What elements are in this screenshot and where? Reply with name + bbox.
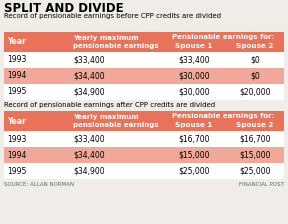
Text: Year: Year <box>7 37 26 47</box>
Bar <box>70 163 162 179</box>
Bar <box>4 111 70 131</box>
Bar <box>70 32 162 52</box>
Bar <box>4 131 70 147</box>
Bar <box>162 52 226 68</box>
Bar <box>70 111 162 131</box>
Text: $0: $0 <box>250 71 260 80</box>
Bar <box>4 147 70 163</box>
Text: Spouse 2: Spouse 2 <box>236 122 274 128</box>
Text: $16,700: $16,700 <box>239 134 271 144</box>
Text: $20,000: $20,000 <box>239 88 271 97</box>
Bar <box>70 84 162 100</box>
Bar <box>162 131 226 147</box>
Bar <box>4 52 70 68</box>
Bar <box>226 32 284 52</box>
Text: Record of pensionable earnings after CPP credits are divided: Record of pensionable earnings after CPP… <box>4 102 215 108</box>
Text: $33,400: $33,400 <box>73 134 105 144</box>
Text: $30,000: $30,000 <box>178 88 210 97</box>
Bar <box>162 68 226 84</box>
Bar <box>70 68 162 84</box>
Bar <box>226 84 284 100</box>
Bar <box>226 147 284 163</box>
Text: 1993: 1993 <box>7 134 26 144</box>
Text: $25,000: $25,000 <box>239 166 271 175</box>
Bar <box>162 32 226 52</box>
Text: Spouse 2: Spouse 2 <box>236 43 274 49</box>
Text: $15,000: $15,000 <box>178 151 210 159</box>
Text: 1994: 1994 <box>7 71 26 80</box>
Bar <box>4 84 70 100</box>
Bar <box>226 111 284 131</box>
Text: 1995: 1995 <box>7 166 26 175</box>
Text: SPLIT AND DIVIDE: SPLIT AND DIVIDE <box>4 2 124 15</box>
Text: Spouse 1: Spouse 1 <box>175 122 213 128</box>
Text: $16,700: $16,700 <box>178 134 210 144</box>
Text: $33,400: $33,400 <box>178 56 210 65</box>
Text: Year: Year <box>7 116 26 125</box>
Bar <box>162 84 226 100</box>
Bar <box>226 163 284 179</box>
Bar <box>162 147 226 163</box>
Text: Pensionable earnings for:: Pensionable earnings for: <box>172 34 274 40</box>
Bar <box>226 68 284 84</box>
Bar <box>226 52 284 68</box>
Bar <box>226 131 284 147</box>
Text: Spouse 1: Spouse 1 <box>175 43 213 49</box>
Text: $25,000: $25,000 <box>178 166 210 175</box>
Bar <box>4 163 70 179</box>
Text: $15,000: $15,000 <box>239 151 271 159</box>
Text: $33,400: $33,400 <box>73 56 105 65</box>
Bar <box>70 131 162 147</box>
Text: $34,400: $34,400 <box>73 151 105 159</box>
Text: Yearly maximum
pensionable earnings: Yearly maximum pensionable earnings <box>73 114 159 128</box>
Bar <box>162 163 226 179</box>
Text: $34,900: $34,900 <box>73 166 105 175</box>
Text: Pensionable earnings for:: Pensionable earnings for: <box>172 113 274 119</box>
Text: $34,900: $34,900 <box>73 88 105 97</box>
Text: $34,400: $34,400 <box>73 71 105 80</box>
Text: Record of pensionable earnings before CPP credits are divided: Record of pensionable earnings before CP… <box>4 13 221 19</box>
Text: 1993: 1993 <box>7 56 26 65</box>
Bar <box>162 111 226 131</box>
Text: 1995: 1995 <box>7 88 26 97</box>
Bar <box>70 52 162 68</box>
Text: FINANCIAL POST: FINANCIAL POST <box>239 182 284 187</box>
Bar <box>70 147 162 163</box>
Bar <box>4 32 70 52</box>
Text: Yearly maximum
pensionable earnings: Yearly maximum pensionable earnings <box>73 35 159 49</box>
Text: $30,000: $30,000 <box>178 71 210 80</box>
Text: 1994: 1994 <box>7 151 26 159</box>
Bar <box>4 68 70 84</box>
Text: SOURCE: ALLAN NORMAN: SOURCE: ALLAN NORMAN <box>4 182 74 187</box>
Text: $0: $0 <box>250 56 260 65</box>
